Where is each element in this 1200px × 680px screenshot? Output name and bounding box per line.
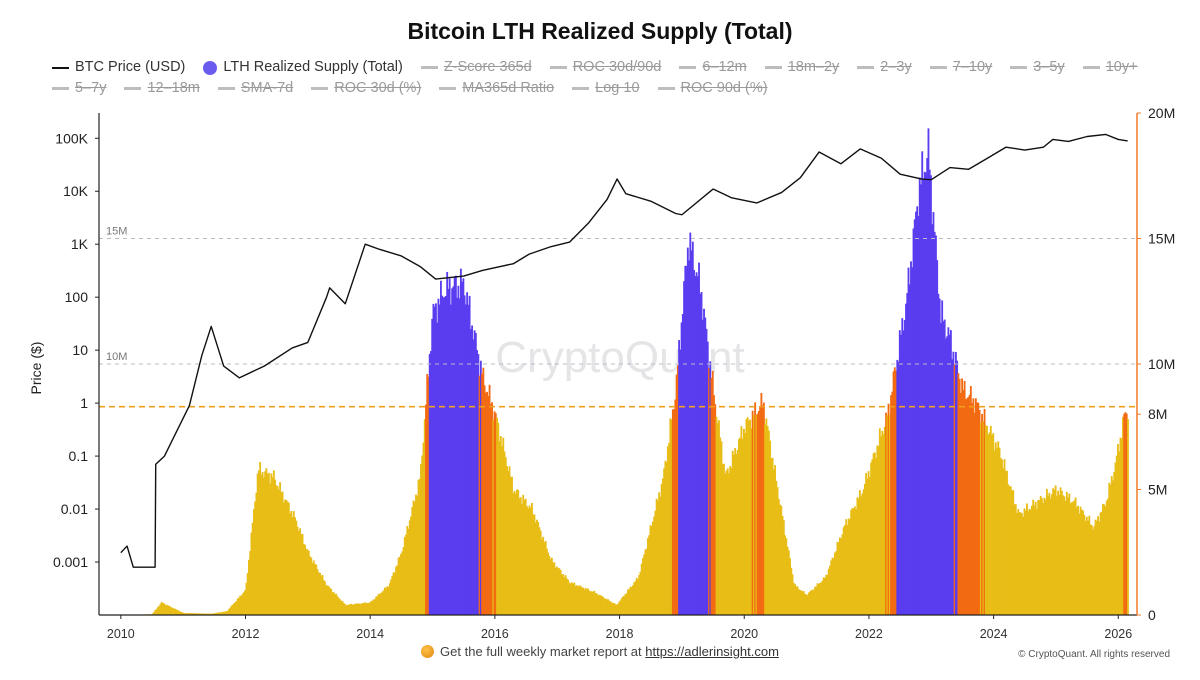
coin-icon [421,645,434,658]
x-tick-label: 2018 [606,627,634,641]
left-tick-label: 10K [63,183,89,199]
x-tick-label: 2020 [730,627,758,641]
right-tick-label: 8M [1148,406,1167,422]
left-tick-label: 0.01 [61,501,88,517]
right-tick-label: 20M [1148,105,1175,121]
copyright: © CryptoQuant. All rights reserved [1018,649,1170,660]
left-tick-label: 100 [65,289,89,305]
left-tick-label: 10 [72,342,88,358]
x-tick-label: 2016 [481,627,509,641]
reference-line-label: 15M [106,226,127,238]
left-tick-label: 1 [80,395,88,411]
right-tick-label: 0 [1148,607,1156,623]
supply-bar [1127,419,1129,615]
x-tick-label: 2026 [1104,627,1132,641]
x-tick-label: 2022 [855,627,883,641]
right-tick-label: 10M [1148,356,1175,372]
footer-link[interactable]: https://adlerinsight.com [645,644,779,659]
x-tick-label: 2012 [232,627,260,641]
reference-line-label: 10M [106,351,127,363]
left-tick-label: 1K [71,236,89,252]
x-tick-label: 2010 [107,627,135,641]
left-tick-label: 100K [55,130,88,146]
left-tick-label: 0.001 [53,554,88,570]
left-tick-label: 0.1 [69,448,89,464]
right-tick-label: 5M [1148,482,1167,498]
right-tick-label: 15M [1148,231,1175,247]
x-tick-label: 2014 [356,627,384,641]
footer-text: Get the full weekly market report at [440,644,642,659]
left-axis-title: Price ($) [28,342,44,395]
x-tick-label: 2024 [980,627,1008,641]
